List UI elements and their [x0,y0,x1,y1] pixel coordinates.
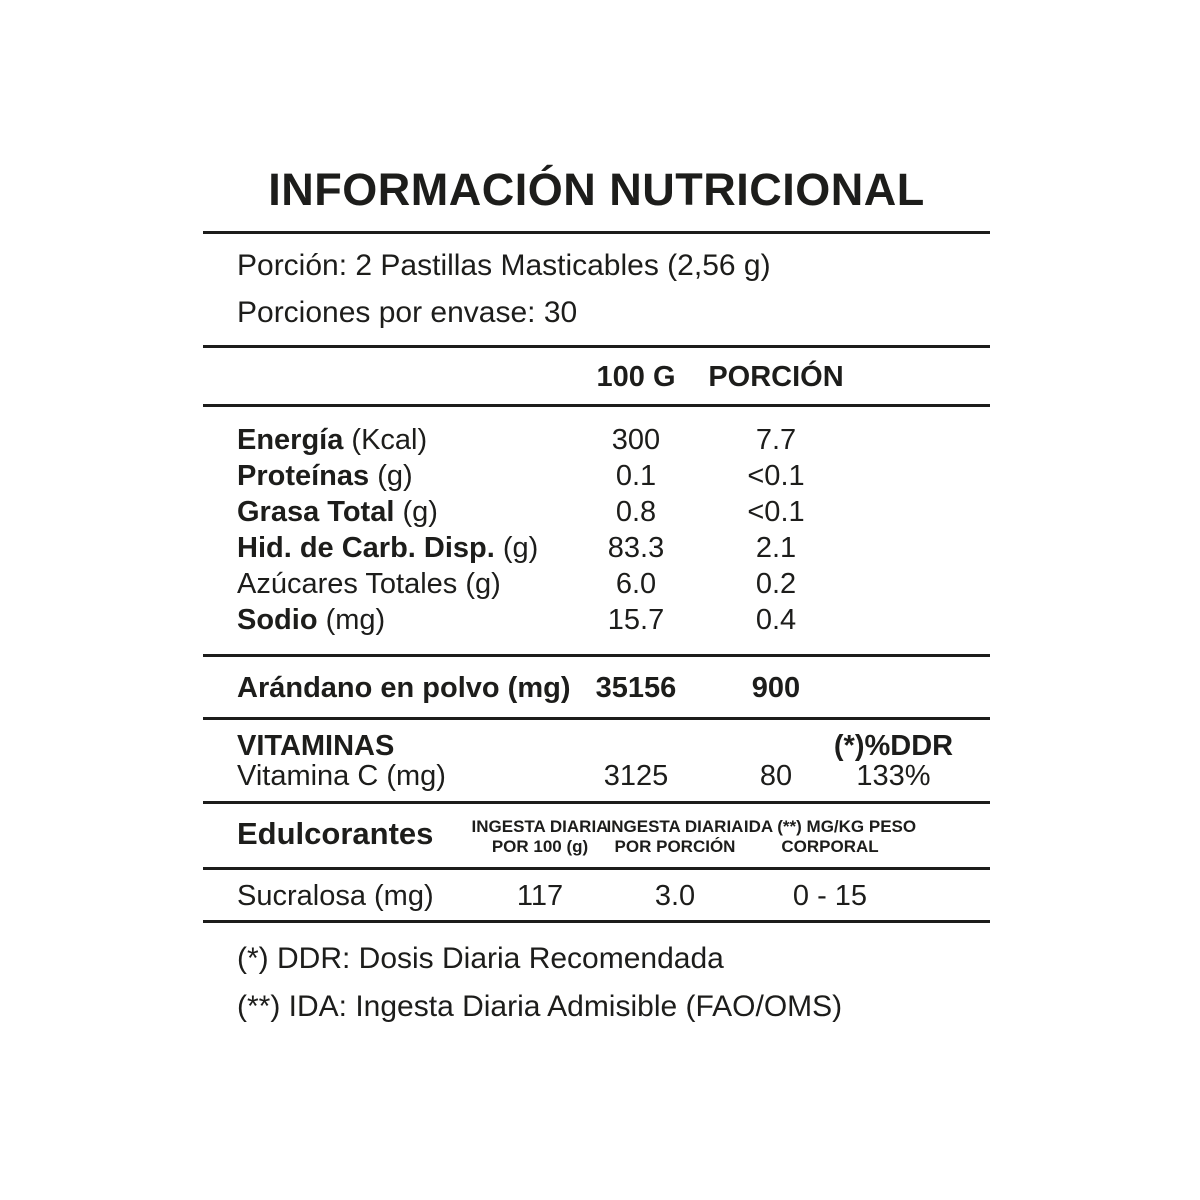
value-per-portion: 0.2 [755,568,797,600]
nutrient-label: Proteínas (g) [237,460,413,492]
sweetener-row-sucralosa: Sucralosa (mg) 117 3.0 0 - 15 [203,878,990,914]
footnote-ddr: (*) DDR: Dosis Diaria Recomendada [237,942,724,975]
ddr-column-header: (*)%DDR [833,730,954,762]
value-per-portion: 2.1 [755,532,797,564]
value-per-portion: 900 [751,672,801,704]
ingredient-row-arandano: Arándano en polvo (mg) 35156 900 [203,670,990,706]
vitamins-header-row: VITAMINAS (*)%DDR [203,730,990,762]
nutrient-row-azucares: Azúcares Totales (g) 6.0 0.2 [203,566,990,602]
column-header-row: 100 G PORCIÓN [203,361,990,393]
value-per-100g: 0.1 [615,460,657,492]
nutrient-label: Hid. de Carb. Disp. (g) [237,532,539,564]
value-per-100g: 83.3 [607,532,665,564]
value-per-portion: 80 [759,760,793,792]
sweeteners-section-title: Edulcorantes [237,816,434,851]
value-per-100g: 300 [611,424,661,456]
divider [203,231,990,234]
nutrient-label: Azúcares Totales (g) [237,568,501,600]
vitamin-label: Vitamina C (mg) [237,760,446,792]
vitamins-section-title: VITAMINAS [237,730,395,762]
divider [203,867,990,870]
value-per-portion: <0.1 [747,496,805,528]
sweetener-label: Sucralosa (mg) [237,880,434,912]
value-per-portion: 0.4 [755,604,797,636]
nutrient-row-energia: Energía (Kcal) 300 7.7 [203,422,990,458]
sweeteners-header-row: Edulcorantes INGESTA DIARIA POR 100 (g) … [203,806,990,866]
servings-per-container-line: Porciones por envase: 30 [237,296,578,329]
header-daily-intake-100g: INGESTA DIARIA POR 100 (g) [471,817,609,856]
nutrient-label: Sodio (mg) [237,604,386,636]
divider [203,717,990,720]
nutrient-row-grasa-total: Grasa Total (g) 0.8 <0.1 [203,494,990,530]
nutrient-row-hid-carb: Hid. de Carb. Disp. (g) 83.3 2.1 [203,530,990,566]
divider [203,801,990,804]
value-ida-range: 0 - 15 [792,880,868,912]
divider [203,654,990,657]
divider [203,920,990,923]
serving-size-line: Porción: 2 Pastillas Masticables (2,56 g… [237,249,771,282]
value-per-portion: 7.7 [755,424,797,456]
ingredient-label: Arándano en polvo (mg) [237,672,571,704]
value-ddr-percent: 133% [856,760,931,792]
value-intake-portion: 3.0 [654,880,696,912]
value-per-100g: 3125 [603,760,669,792]
value-per-portion: <0.1 [747,460,805,492]
value-per-100g: 6.0 [615,568,657,600]
divider [203,404,990,407]
nutrient-label: Energía (Kcal) [237,424,428,456]
header-daily-intake-portion: INGESTA DIARIA POR PORCIÓN [606,817,744,856]
nutrient-row-proteinas: Proteínas (g) 0.1 <0.1 [203,458,990,494]
header-per-100g: 100 G [596,361,676,393]
page-title: INFORMACIÓN NUTRICIONAL [268,164,925,215]
value-per-100g: 35156 [595,672,677,704]
footnote-ida: (**) IDA: Ingesta Diaria Admisible (FAO/… [237,990,843,1023]
header-ida-mg-kg: IDA (**) MG/KG PESO CORPORAL [743,817,917,856]
header-per-portion: PORCIÓN [708,361,844,393]
nutrition-label: INFORMACIÓN NUTRICIONAL Porción: 2 Pasti… [203,0,990,1200]
nutrient-label: Grasa Total (g) [237,496,438,528]
vitamin-row-vitamina-c: Vitamina C (mg) 3125 80 133% [203,760,990,792]
divider [203,345,990,348]
value-intake-100g: 117 [516,880,564,912]
value-per-100g: 0.8 [615,496,657,528]
value-per-100g: 15.7 [607,604,665,636]
nutrient-row-sodio: Sodio (mg) 15.7 0.4 [203,602,990,638]
